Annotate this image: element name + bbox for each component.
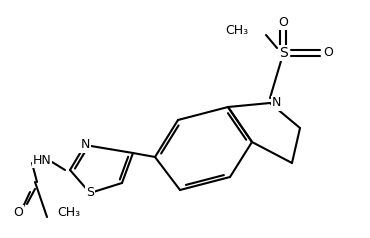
Text: S: S xyxy=(86,187,94,199)
Text: CH₃: CH₃ xyxy=(57,205,80,218)
Text: O: O xyxy=(323,46,333,60)
Text: N: N xyxy=(80,139,90,152)
Text: O: O xyxy=(278,15,288,29)
Text: O: O xyxy=(13,205,23,218)
Text: N: N xyxy=(272,96,281,109)
Text: CH₃: CH₃ xyxy=(225,24,248,36)
Text: S: S xyxy=(279,46,287,60)
Text: HN: HN xyxy=(33,154,51,167)
